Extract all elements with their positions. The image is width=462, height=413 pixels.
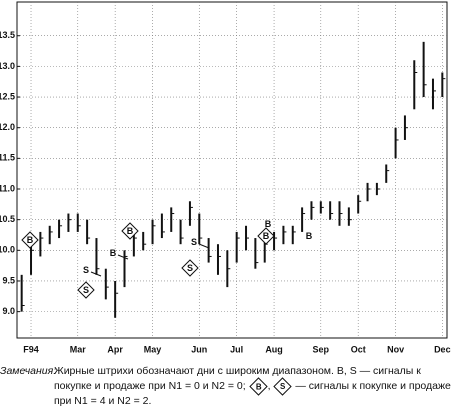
y-tick-label: 12.0 xyxy=(0,122,15,132)
note-body: Жирные штрихи обозначают дни с широким д… xyxy=(54,364,458,409)
y-tick-label: 10.0 xyxy=(0,245,15,255)
note-sep: , xyxy=(267,380,271,392)
signal-label: B xyxy=(263,231,270,241)
plot-frame xyxy=(16,1,448,339)
signal-arrow xyxy=(198,243,210,249)
signal-label: S xyxy=(187,263,193,273)
x-tick-label: Apr xyxy=(107,344,123,354)
y-tick-label: 9.0 xyxy=(2,306,15,316)
y-tick-label: 9.5 xyxy=(2,275,15,285)
note-symbol: S xyxy=(280,381,286,391)
y-tick-label: 13.5 xyxy=(0,30,15,40)
signal-label: B xyxy=(27,235,34,245)
y-tick-label: 13.0 xyxy=(0,61,15,71)
x-tick-label: Sep xyxy=(313,344,330,354)
x-tick-label: Jul xyxy=(230,344,243,354)
x-tick-label: Aug xyxy=(265,344,283,354)
note-symbol: B xyxy=(255,381,261,391)
diamond-marker xyxy=(77,281,95,299)
diamond-marker xyxy=(181,259,199,277)
x-tick-label: Dec xyxy=(434,344,451,354)
chart: 9.0 9.5 10.0 10.5 11.0 11.5 12.0 12.5 13.0 13.5 F9… xyxy=(0,1,451,354)
y-tick-label: 12.5 xyxy=(0,91,15,101)
x-tick-label: May xyxy=(144,344,162,354)
signal-arrow xyxy=(117,254,129,260)
diamond-marker xyxy=(21,231,39,249)
signal-label: S xyxy=(83,265,89,275)
x-tick-label: Oct xyxy=(351,344,366,354)
signal-label: B xyxy=(265,219,272,229)
x-tick-label: Mar xyxy=(70,344,87,354)
x-tick-label: Jun xyxy=(191,344,207,354)
x-tick-label: F94 xyxy=(23,344,39,354)
note-text: — сигналы к покупке и продаже при N1 = 4… xyxy=(54,380,451,407)
y-tick-label: 11.0 xyxy=(0,183,15,193)
signal-label: B xyxy=(306,231,313,241)
note-label: Замечания: xyxy=(0,365,57,377)
signal-label: B xyxy=(110,248,117,258)
signal-label: B xyxy=(127,226,134,236)
x-tick-label: Nov xyxy=(387,344,404,354)
y-tick-label: 11.5 xyxy=(0,153,15,163)
diamond-icon: S xyxy=(273,377,293,396)
note-text: Жирные штрихи обозначают дни с широким д… xyxy=(54,365,421,392)
y-tick-label: 10.5 xyxy=(0,214,15,224)
diamond-marker xyxy=(121,222,139,240)
signal-arrow xyxy=(90,271,102,277)
diamond-icon: B xyxy=(248,377,268,396)
signal-label: S xyxy=(191,237,197,247)
signal-label: S xyxy=(83,285,89,295)
diamond-marker xyxy=(257,227,275,245)
